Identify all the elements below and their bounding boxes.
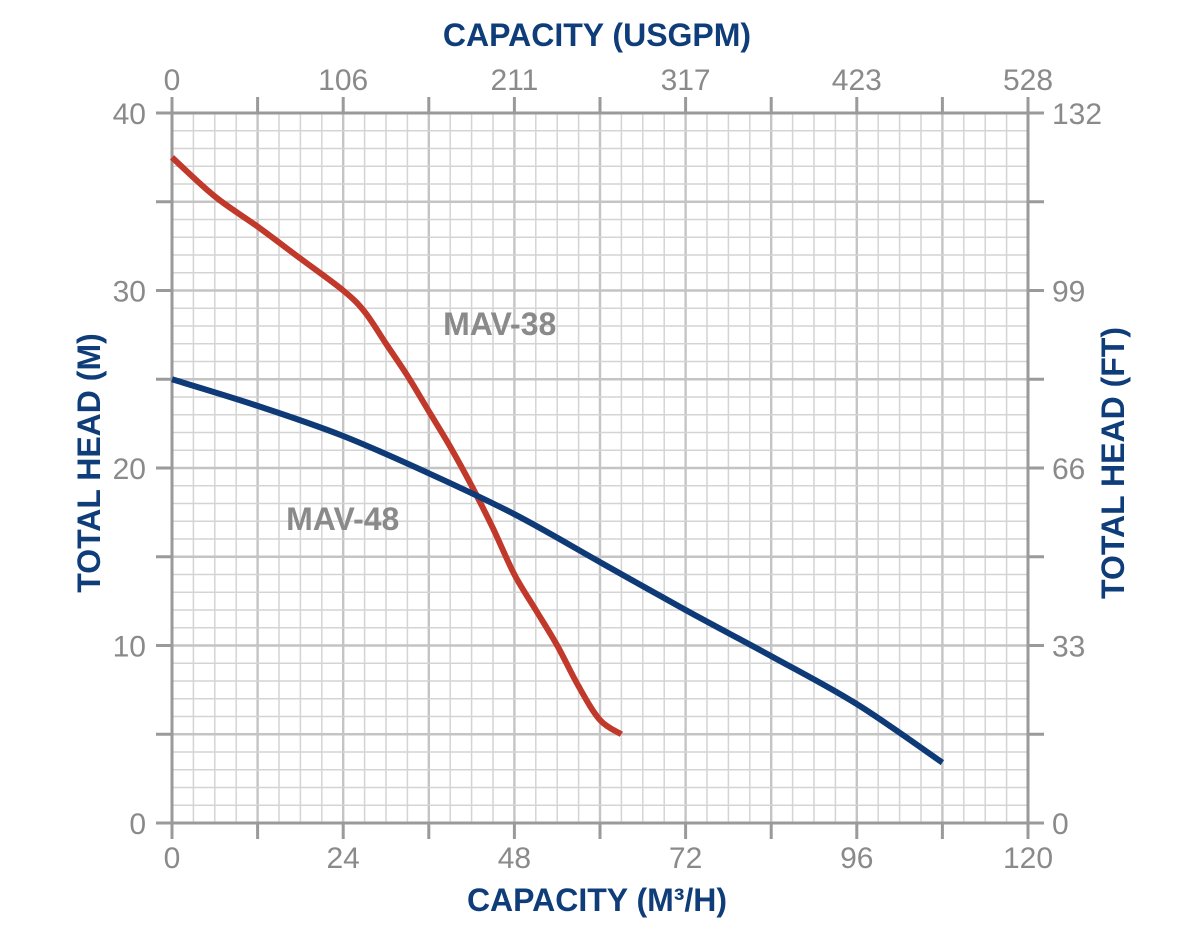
bottom-tick-label: 0 [164, 842, 181, 875]
right-tick-label: 66 [1052, 453, 1085, 486]
bottom-tick-label: 48 [498, 842, 531, 875]
series-labels: MAV-38 MAV-48 [286, 306, 556, 537]
right-tick-label: 99 [1052, 276, 1085, 309]
bottom-tick-label: 96 [840, 842, 873, 875]
top-tick-label: 0 [164, 64, 181, 97]
series-line-mav-48 [171, 376, 945, 766]
top-tick-label: 106 [318, 64, 368, 97]
series-label-mav-48: MAV-48 [286, 501, 399, 537]
left-tick-label: 40 [113, 98, 146, 131]
series-line-mav-38 [169, 155, 624, 737]
bottom-tick-label: 24 [327, 842, 360, 875]
top-tick-label: 317 [661, 64, 711, 97]
bottom-axis-title: CAPACITY (M³/H) [467, 882, 727, 918]
right-axis-title: TOTAL HEAD (FT) [1095, 327, 1131, 599]
left-tick-label: 30 [113, 276, 146, 309]
right-tick-label: 33 [1052, 631, 1085, 664]
top-tick-label: 423 [832, 64, 882, 97]
plot-frame [156, 97, 1044, 839]
top-axis-title: CAPACITY (USGPM) [443, 17, 751, 53]
left-axis-title: TOTAL HEAD (M) [71, 333, 107, 593]
bottom-tick-label: 120 [1003, 842, 1053, 875]
series-label-mav-38: MAV-38 [443, 306, 556, 342]
right-tick-label: 0 [1052, 808, 1069, 841]
grid [172, 113, 1028, 823]
left-tick-label: 0 [129, 808, 146, 841]
right-tick-label: 132 [1052, 98, 1102, 131]
left-tick-label: 10 [113, 631, 146, 664]
left-tick-label: 20 [113, 453, 146, 486]
series-lines [169, 155, 945, 766]
top-tick-label: 528 [1003, 64, 1053, 97]
top-tick-label: 211 [490, 64, 538, 97]
bottom-tick-label: 72 [669, 842, 702, 875]
